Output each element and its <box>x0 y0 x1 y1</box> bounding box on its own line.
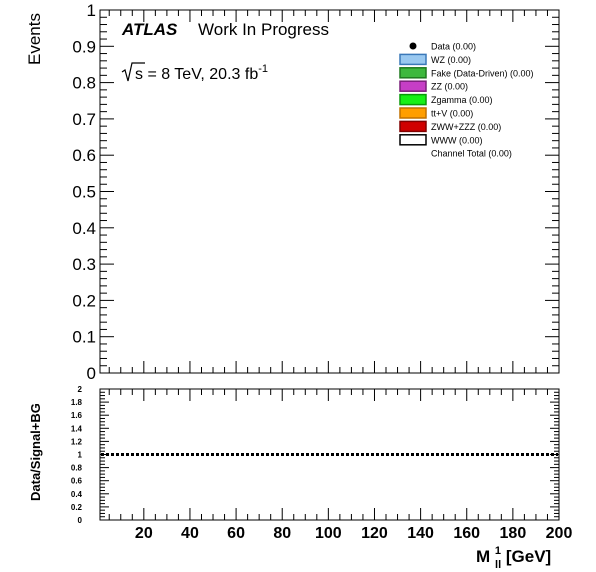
energy-sqrt-s: s <box>135 66 143 83</box>
energy-text: = 8 TeV, 20.3 fb <box>143 66 258 83</box>
ratio-y-tick-label: 1.4 <box>71 424 83 433</box>
legend-entry: ZWW+ZZZ (0.00) <box>399 120 501 133</box>
legend-entry: WWW (0.00) <box>399 134 483 146</box>
main-y-tick-label: 0.5 <box>72 183 96 202</box>
ratio-y-tick-label: 0.6 <box>71 477 83 486</box>
main-y-tick-label: 0.6 <box>72 146 96 165</box>
legend-entry: Channel Total (0.00) <box>431 149 512 159</box>
ratio-y-tick-label: 0.4 <box>71 490 83 499</box>
legend-swatch <box>399 93 427 106</box>
ratio-y-axis-label: Data/Signal+BG <box>28 403 43 501</box>
main-plot-frame <box>99 9 560 374</box>
svg-text:s = 8 TeV, 20.3 fb-1: s = 8 TeV, 20.3 fb-1 <box>135 63 268 83</box>
x-tick-label: 200 <box>546 525 573 542</box>
legend-label: ZWW+ZZZ (0.00) <box>431 122 501 132</box>
x-axis-label-superscript: 1 <box>495 545 501 557</box>
ratio-y-tick-label: 1.2 <box>71 437 83 446</box>
x-tick-label: 60 <box>227 525 245 542</box>
main-y-tick-label: 0.8 <box>72 74 96 93</box>
legend-entry: Zgamma (0.00) <box>399 93 493 106</box>
x-axis-label-subscript: ll <box>495 559 501 571</box>
legend-swatch <box>399 67 427 79</box>
legend-swatch <box>399 134 427 146</box>
x-tick-label: 80 <box>273 525 291 542</box>
legend-entry: Fake (Data-Driven) (0.00) <box>399 67 534 79</box>
x-tick-label: 20 <box>135 525 153 542</box>
x-tick-label: 180 <box>500 525 527 542</box>
main-y-tick-label: 0 <box>87 364 96 383</box>
main-panel: 0 0.1 0.2 0.3 0.4 0.5 0.6 0.7 0.8 0.9 1 Events ATL… <box>25 1 560 383</box>
legend-swatch <box>399 53 427 66</box>
legend-label: tt+V (0.00) <box>431 109 473 119</box>
legend-swatch <box>399 80 427 92</box>
main-y-ticks: 0 0.1 0.2 0.3 0.4 0.5 0.6 0.7 0.8 0.9 1 <box>72 1 559 383</box>
x-tick-label: 160 <box>453 525 480 542</box>
lumi-exponent: -1 <box>258 63 268 75</box>
legend-label: WZ (0.00) <box>431 55 471 65</box>
ratio-y-ticks: 0 0.2 0.4 0.6 0.8 1 1.2 1.4 1.6 1.8 2 <box>71 385 559 525</box>
ratio-y-tick-label: 2 <box>78 385 83 394</box>
main-y-tick-label: 0.7 <box>72 110 96 129</box>
legend: Data (0.00) WZ (0.00) Fake (Data-Driven) (… <box>399 42 534 159</box>
legend-label: Zgamma (0.00) <box>431 95 493 105</box>
atlas-label: ATLAS <box>121 20 178 39</box>
main-x-ticks <box>108 10 560 373</box>
status-label: Work In Progress <box>198 20 329 39</box>
legend-label: ZZ (0.00) <box>431 82 468 92</box>
sqrt-sign-icon <box>121 62 145 82</box>
x-axis-label: M 1 ll [GeV] <box>476 545 551 571</box>
ratio-y-tick-label: 0 <box>78 516 83 525</box>
main-y-tick-label: 0.4 <box>72 219 96 238</box>
x-tick-label: 120 <box>361 525 388 542</box>
ratio-y-tick-label: 1.6 <box>71 411 83 420</box>
main-y-tick-label: 1 <box>87 1 96 20</box>
legend-label: WWW (0.00) <box>431 135 483 145</box>
legend-entry: Data (0.00) <box>409 42 476 52</box>
main-y-tick-label: 0.3 <box>72 255 96 274</box>
legend-label: Data (0.00) <box>431 42 476 52</box>
x-tick-label: 140 <box>407 525 434 542</box>
main-y-axis-label: Events <box>25 13 44 65</box>
legend-entry: ZZ (0.00) <box>399 80 468 92</box>
legend-entry: WZ (0.00) <box>399 53 471 66</box>
x-axis-label-symbol: M <box>476 547 490 566</box>
ratio-y-tick-label: 1 <box>78 451 83 460</box>
ratio-y-tick-label: 0.8 <box>71 464 83 473</box>
x-axis-label-unit: [GeV] <box>501 547 551 566</box>
x-tick-label: 100 <box>315 525 342 542</box>
legend-swatch <box>399 107 427 119</box>
energy-lumi-label: s = 8 TeV, 20.3 fb-1 <box>121 62 268 83</box>
legend-entry: tt+V (0.00) <box>399 107 473 119</box>
ratio-y-tick-label: 1.8 <box>71 398 83 407</box>
ratio-panel: 0 0.2 0.4 0.6 0.8 1 1.2 1.4 1.6 1.8 2 20 40 60 80 100 1… <box>28 385 572 571</box>
legend-swatch <box>399 120 427 133</box>
main-y-tick-label: 0.2 <box>72 291 96 310</box>
legend-marker-icon <box>409 42 417 50</box>
ratio-x-ticks: 20 40 60 80 100 120 140 160 180 200 <box>108 389 573 542</box>
main-y-tick-label: 0.1 <box>72 328 96 347</box>
ratio-y-tick-label: 0.2 <box>71 503 83 512</box>
x-tick-label: 40 <box>181 525 199 542</box>
legend-label: Channel Total (0.00) <box>431 149 512 159</box>
legend-label: Fake (Data-Driven) (0.00) <box>431 68 534 78</box>
main-y-tick-label: 0.9 <box>72 37 96 56</box>
